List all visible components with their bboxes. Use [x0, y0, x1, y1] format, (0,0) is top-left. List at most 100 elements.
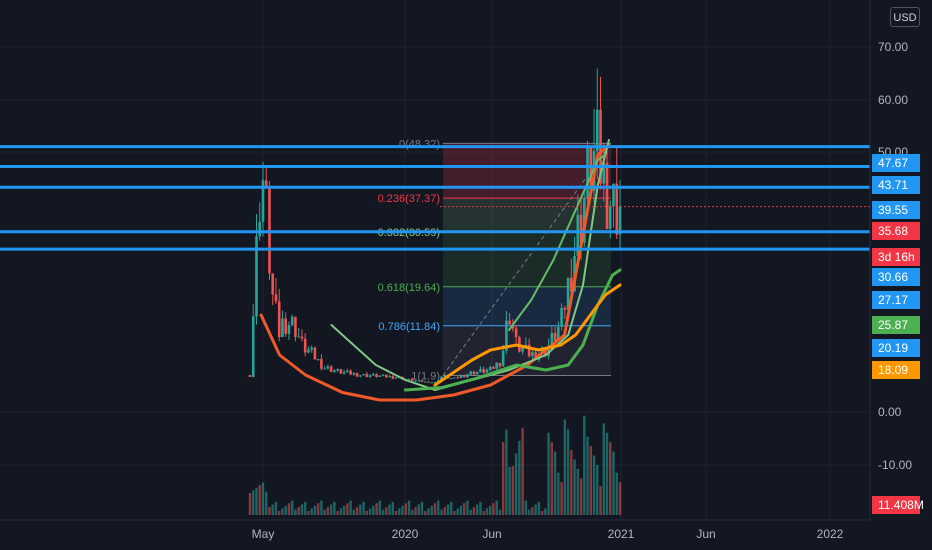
price-badge — [872, 291, 920, 309]
volume-bar — [333, 501, 336, 515]
volume-bar — [609, 442, 612, 515]
moving-average-red — [259, 143, 611, 402]
candle-body — [492, 367, 495, 369]
volume-bar — [537, 501, 541, 515]
candle-body — [462, 375, 466, 378]
price-badge-label: 30.66 — [878, 270, 908, 284]
volume-bar — [466, 500, 469, 515]
candle-body — [605, 162, 609, 229]
candle-body — [336, 368, 339, 371]
price-badge-label: 18.09 — [878, 363, 908, 377]
volume-bar — [511, 466, 515, 515]
candle-body — [313, 347, 317, 360]
volume-bar — [339, 508, 343, 515]
volume-bar — [446, 504, 450, 515]
candle-body — [459, 375, 463, 379]
candle-body — [297, 336, 300, 338]
volume-bar — [524, 500, 528, 515]
candle-body — [423, 381, 427, 383]
price-badge — [872, 248, 920, 266]
volume-bar — [261, 482, 265, 515]
volume-bar — [355, 507, 359, 515]
volume-bar — [492, 503, 495, 515]
volume-bar — [287, 503, 291, 515]
volume-bar — [278, 511, 281, 515]
volume-bar — [385, 507, 388, 515]
fib-level-label: 0(48.32) — [399, 138, 440, 150]
candle-body — [261, 180, 265, 222]
x-tick-label: Jun — [696, 527, 715, 541]
price-badge — [872, 496, 920, 514]
volume-bar — [547, 432, 550, 515]
fib-level-label: 0.786(11.84) — [378, 321, 440, 333]
volume-bar — [443, 507, 446, 515]
volume-bar — [365, 511, 369, 515]
candle-body — [501, 350, 505, 367]
fib-level-label: 0.618(19.64) — [378, 282, 440, 294]
volume-bar — [294, 509, 297, 515]
volume-bar — [281, 508, 284, 515]
volume-bar — [398, 508, 401, 515]
candle-body — [320, 358, 323, 369]
volume-bar — [310, 508, 313, 515]
volume-bar — [424, 511, 427, 515]
price-badge-label: 39.55 — [878, 203, 908, 217]
volume-bar — [508, 466, 511, 515]
volume-bar — [284, 505, 287, 515]
volume-bar — [544, 508, 547, 515]
volume-bar — [427, 508, 430, 515]
volume-bar — [248, 493, 252, 515]
candle-body — [346, 370, 349, 373]
volume-bar — [372, 505, 375, 515]
candle-body — [570, 277, 573, 292]
candle-body — [375, 374, 378, 377]
volume-bar — [482, 511, 485, 515]
moving-average-orange — [433, 283, 622, 387]
volume-bar — [274, 501, 278, 515]
candle-body — [303, 338, 307, 353]
candle-body — [339, 368, 343, 374]
candle-body — [414, 380, 417, 382]
volume-bar — [411, 509, 414, 515]
candle-body — [294, 316, 297, 337]
candle-body — [563, 307, 567, 310]
candle-body — [557, 326, 560, 341]
candle-body — [618, 206, 622, 235]
volume-bar — [612, 451, 615, 515]
candle-body — [466, 374, 469, 378]
candle-body — [479, 369, 482, 372]
volume-bar — [268, 507, 271, 515]
horizontal-levels[interactable] — [0, 145, 870, 251]
candle-body — [381, 374, 385, 376]
candle-body — [511, 324, 515, 329]
candle-body — [547, 345, 550, 356]
volume-bar — [586, 436, 589, 515]
fibonacci-retracement[interactable]: 0(48.32)0.236(37.37)0.382(30.59)0.618(19… — [378, 138, 612, 383]
volume-bar — [495, 500, 498, 515]
volume-bar — [534, 504, 537, 515]
volume-bar — [531, 507, 534, 515]
volume-bar — [258, 485, 261, 515]
volume-bar — [407, 500, 411, 515]
price-badges: 47.67 43.71 39.55 35.68 3d 16h 30.66 27.17 25.8… — [872, 154, 924, 514]
candle-body — [440, 376, 443, 381]
candle-body — [323, 368, 326, 370]
candle-body — [505, 320, 508, 351]
candle-body — [258, 221, 262, 237]
candle-body — [475, 371, 479, 375]
candle-body — [576, 214, 580, 256]
volume-bar — [599, 486, 602, 515]
volume-bar — [342, 505, 346, 515]
candle-body — [277, 301, 281, 338]
candle-body — [472, 371, 476, 375]
volume-bar — [605, 432, 609, 515]
volume-bar — [368, 508, 372, 515]
price-badge-label: 27.17 — [878, 293, 908, 307]
volume-bar — [540, 511, 544, 515]
x-tick-label: May — [252, 527, 275, 541]
currency-label[interactable]: USD — [890, 7, 920, 27]
volume-bar — [320, 500, 323, 515]
candle-body — [352, 373, 356, 375]
candle-body — [521, 347, 524, 352]
